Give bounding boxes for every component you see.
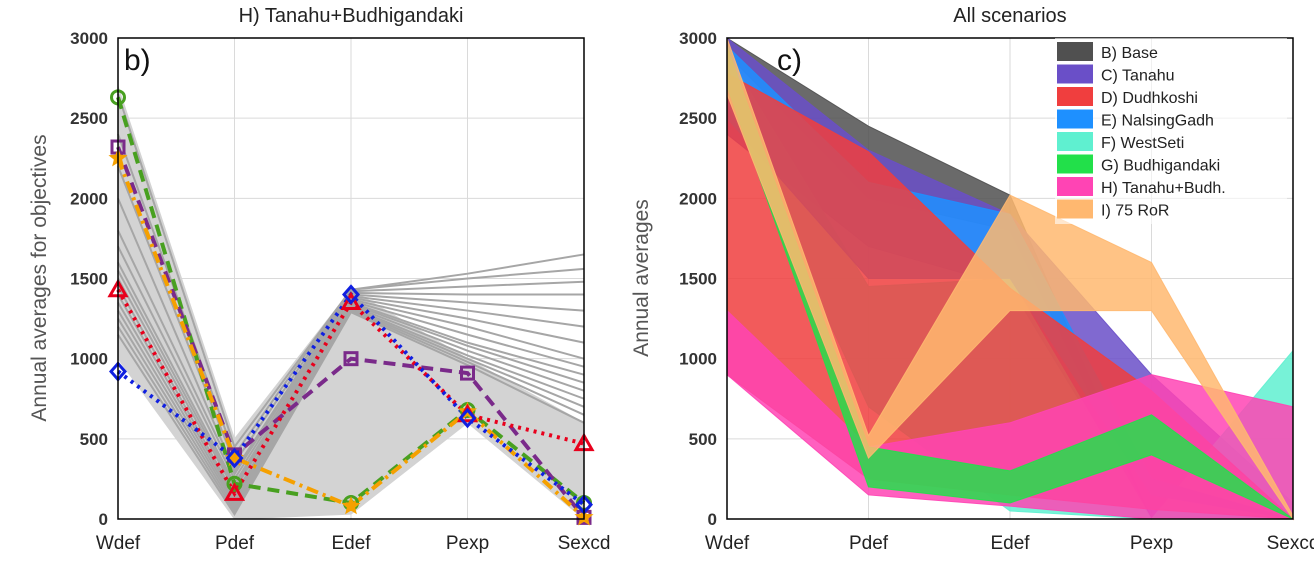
gray-solution-line xyxy=(117,309,585,513)
circle-marker xyxy=(226,475,243,492)
triangle-marker xyxy=(223,482,246,501)
x-category-label-c: Pexp xyxy=(1130,533,1173,554)
plot-frame-b xyxy=(117,37,585,520)
legend-swatch xyxy=(1057,64,1093,84)
star-marker xyxy=(341,496,361,515)
y-axis-label-b: Annual averages for objectives xyxy=(28,134,51,421)
legend-swatch xyxy=(1057,42,1093,61)
gray-solution-line xyxy=(117,165,585,466)
chart-panel-c: 0 500 1000 1500 2000 2500 3000 Wdef Pdef Edef Pex… xyxy=(630,5,1314,554)
chart-panel-b: 0 500 1000 1500 2000 2500 3000 Wdef Pdef Edef Pex… xyxy=(28,5,610,554)
legend-swatch xyxy=(1057,132,1093,151)
y-tick-label-c: 2000 xyxy=(679,189,717,208)
x-category-label-b: Wdef xyxy=(96,533,141,554)
gray-solution-line xyxy=(117,302,585,504)
gray-solution-line xyxy=(117,262,585,486)
gray-solution-line xyxy=(117,270,585,489)
legend-entry-label: D) Dudhkoshi xyxy=(1101,90,1198,107)
x-category-label-b: Sexcd xyxy=(558,533,611,554)
chart-title-c: All scenarios xyxy=(953,5,1066,27)
plot-frame-c xyxy=(726,37,1294,520)
legend-swatch xyxy=(1057,177,1093,196)
triangle-marker xyxy=(340,291,362,311)
legend-swatch xyxy=(1057,154,1093,174)
series-line-square xyxy=(116,146,586,519)
legend-c: B) Base C) Tanahu D) Dudhkoshi E) NalsingGa… xyxy=(1055,38,1287,224)
y-tick-label-b: 2000 xyxy=(70,189,108,208)
x-category-label-c: Sexcd xyxy=(1267,533,1314,554)
diamond-marker xyxy=(458,407,477,429)
square-marker xyxy=(460,365,475,381)
scenario-area-5 xyxy=(726,45,1294,520)
x-category-label-b: Pdef xyxy=(215,533,255,554)
x-categories-b: Wdef Pdef Edef Pexp Sexcd xyxy=(96,533,611,554)
chart-title-b: H) Tanahu+Budhigandaki xyxy=(239,5,464,27)
legend-entry-label: B) Base xyxy=(1101,45,1158,62)
legend-swatch xyxy=(1057,109,1093,129)
y-tick-label-c: 1500 xyxy=(679,270,717,289)
diamond-marker xyxy=(342,284,360,305)
x-category-label-c: Edef xyxy=(990,533,1030,554)
y-tick-label-b: 1000 xyxy=(70,350,108,369)
legend-entry-label: H) Tanahu+Budh. xyxy=(1101,180,1226,197)
x-categories-c: Wdef Pdef Edef Pexp Sexcd xyxy=(705,533,1314,554)
y-tick-label-c: 0 xyxy=(708,510,717,529)
x-category-label-b: Pexp xyxy=(446,533,489,554)
legend-entry-label: F) WestSeti xyxy=(1101,135,1184,152)
legend-entry-label: C) Tanahu xyxy=(1101,68,1175,85)
y-tick-label-b: 0 xyxy=(99,510,108,529)
y-tick-label-b: 3000 xyxy=(70,29,108,48)
y-tick-label-b: 1500 xyxy=(70,270,108,289)
scenario-areas-c xyxy=(726,36,1295,521)
gray-solution-line xyxy=(117,310,585,517)
legend-entry-label: I) 75 RoR xyxy=(1101,203,1169,220)
legend-background xyxy=(1055,38,1287,224)
y-axis-label-c: Annual averages xyxy=(630,199,653,357)
y-tick-label-b: 500 xyxy=(80,430,108,449)
y-ticks-b: 0 500 1000 1500 2000 2500 3000 xyxy=(70,29,108,529)
y-tick-label-c: 1000 xyxy=(679,350,717,369)
y-tick-label-c: 2500 xyxy=(679,109,717,128)
legend-swatch xyxy=(1057,87,1093,106)
legend-entry-label: E) NalsingGadh xyxy=(1101,113,1214,130)
x-category-label-c: Wdef xyxy=(705,533,750,554)
diamond-marker xyxy=(225,447,244,469)
x-category-label-b: Edef xyxy=(331,533,371,554)
legend-entry-label: G) Budhigandaki xyxy=(1101,158,1220,175)
y-tick-label-c: 500 xyxy=(689,430,717,449)
series-line-star xyxy=(116,157,586,519)
panel-label-c: c) xyxy=(777,44,802,77)
y-tick-label-c: 3000 xyxy=(679,29,717,48)
series-group-b xyxy=(107,89,595,526)
y-tick-label-b: 2500 xyxy=(70,109,108,128)
x-category-label-c: Pdef xyxy=(849,533,889,554)
y-ticks-c: 0 500 1000 1500 2000 2500 3000 xyxy=(679,29,717,529)
panel-label-b: b) xyxy=(124,44,151,77)
square-marker xyxy=(343,351,359,367)
legend-swatch xyxy=(1057,199,1093,219)
